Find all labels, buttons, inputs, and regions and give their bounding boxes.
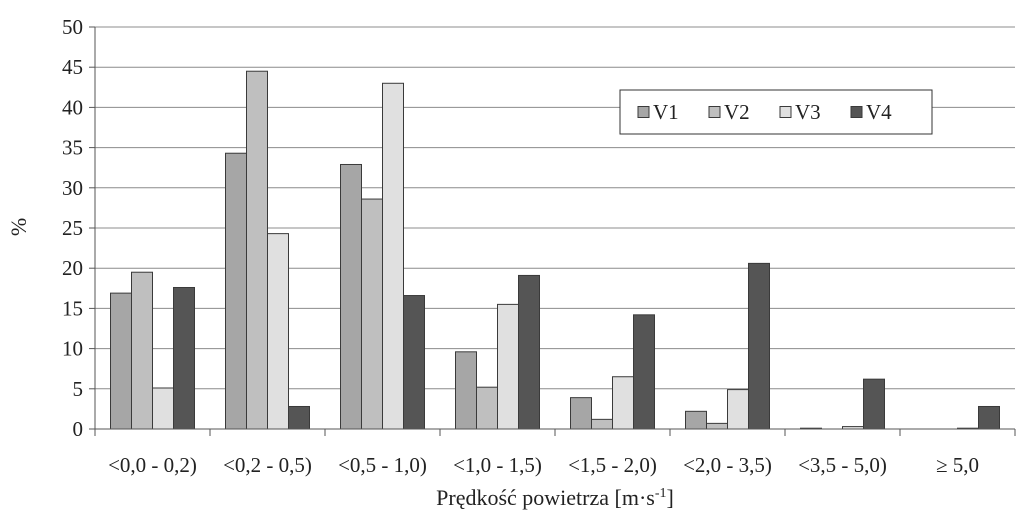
bar-v4 bbox=[863, 378, 885, 430]
bar-v4 bbox=[978, 405, 1000, 430]
bar-v3 bbox=[497, 303, 519, 430]
legend-label: V3 bbox=[795, 100, 821, 124]
bar-v4 bbox=[173, 286, 195, 430]
bar-v1 bbox=[455, 351, 477, 430]
legend-label: V4 bbox=[866, 100, 892, 124]
bar-v3 bbox=[152, 387, 174, 430]
x-tick-label: <3,5 - 5,0) bbox=[798, 453, 887, 477]
bar-v4 bbox=[403, 295, 425, 430]
legend-label: V2 bbox=[724, 100, 750, 124]
x-tick-label: <1,0 - 1,5) bbox=[453, 453, 542, 477]
bar-v2 bbox=[361, 198, 383, 430]
bar-v1 bbox=[340, 163, 362, 430]
y-tick-label: 15 bbox=[62, 296, 83, 320]
bar-v2 bbox=[246, 70, 268, 430]
x-axis-title-sup: -1 bbox=[655, 486, 667, 501]
x-axis-title-close: ] bbox=[667, 485, 674, 510]
x-axis-title-main: Prędkość powietrza [m·s bbox=[436, 485, 655, 510]
bar-v2 bbox=[476, 386, 498, 430]
legend-swatch bbox=[779, 106, 792, 118]
bar-v3 bbox=[727, 389, 749, 430]
bar-v1 bbox=[685, 410, 707, 430]
x-tick-label: <0,2 - 0,5) bbox=[223, 453, 312, 477]
bar-v2 bbox=[706, 422, 728, 430]
bar-v4 bbox=[288, 405, 310, 430]
bar-v4 bbox=[518, 274, 540, 430]
legend-box bbox=[619, 89, 933, 135]
y-tick-label: 25 bbox=[62, 216, 83, 240]
legend-swatch bbox=[850, 106, 863, 118]
x-tick-label: <1,5 - 2,0) bbox=[568, 453, 657, 477]
legend: V1 V2 V3 V4 bbox=[619, 89, 933, 135]
x-axis-title: Prędkość powietrza [m·s-1] bbox=[436, 485, 674, 510]
y-tick-label: 0 bbox=[73, 417, 84, 441]
bar-v3 bbox=[612, 376, 634, 430]
x-tick-label: <0,5 - 1,0) bbox=[338, 453, 427, 477]
y-tick-label: 45 bbox=[62, 55, 83, 79]
legend-label: V1 bbox=[653, 100, 679, 124]
legend-swatch bbox=[637, 106, 650, 118]
x-axis-ticks: <0,0 - 0,2) <0,2 - 0,5) <0,5 - 1,0) <1,0 - … bbox=[94, 429, 1016, 477]
legend-swatch bbox=[708, 106, 721, 118]
y-tick-label: 35 bbox=[62, 136, 83, 160]
bar-v1 bbox=[570, 397, 592, 430]
y-tick-label: 10 bbox=[62, 337, 83, 361]
bar-v1 bbox=[225, 152, 247, 430]
y-axis-title: % bbox=[6, 218, 31, 236]
bar-v1 bbox=[110, 292, 132, 430]
x-tick-label: ≥ 5,0 bbox=[936, 453, 979, 477]
x-tick-label: <0,0 - 0,2) bbox=[108, 453, 197, 477]
bar-v4 bbox=[748, 262, 770, 430]
bar-v2 bbox=[591, 418, 613, 430]
y-tick-label: 5 bbox=[73, 377, 84, 401]
y-tick-label: 20 bbox=[62, 256, 83, 280]
y-tick-label: 50 bbox=[62, 15, 83, 39]
bar-v2 bbox=[131, 271, 153, 430]
y-axis-ticks: 0 5 10 15 20 25 30 35 40 45 50 bbox=[62, 15, 95, 441]
bar-v4 bbox=[633, 314, 655, 430]
bar-v3 bbox=[267, 233, 289, 430]
y-tick-label: 40 bbox=[62, 95, 83, 119]
x-tick-label: <2,0 - 3,5) bbox=[683, 453, 772, 477]
y-tick-label: 30 bbox=[62, 176, 83, 200]
bar-v3 bbox=[382, 82, 404, 430]
